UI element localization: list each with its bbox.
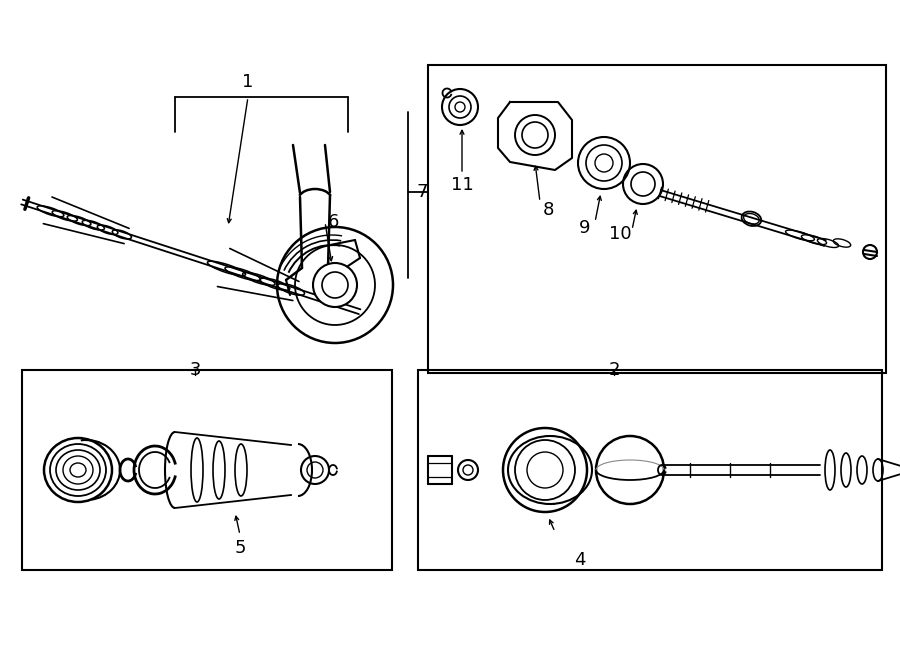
Polygon shape bbox=[498, 102, 572, 170]
Text: 3: 3 bbox=[189, 361, 201, 379]
Circle shape bbox=[313, 263, 357, 307]
Bar bbox=[418, 370, 882, 570]
Circle shape bbox=[863, 245, 877, 259]
Text: 11: 11 bbox=[451, 176, 473, 194]
Text: 6: 6 bbox=[328, 213, 338, 231]
Text: 8: 8 bbox=[543, 201, 553, 219]
Text: 5: 5 bbox=[234, 539, 246, 557]
Text: 2: 2 bbox=[608, 361, 620, 379]
Bar bbox=[428, 65, 886, 373]
Text: 1: 1 bbox=[242, 73, 254, 91]
Text: 7: 7 bbox=[416, 183, 428, 201]
Text: 10: 10 bbox=[608, 225, 631, 243]
Circle shape bbox=[515, 115, 555, 155]
Text: 9: 9 bbox=[580, 219, 590, 237]
Text: 4: 4 bbox=[574, 551, 586, 569]
Bar bbox=[22, 370, 392, 570]
